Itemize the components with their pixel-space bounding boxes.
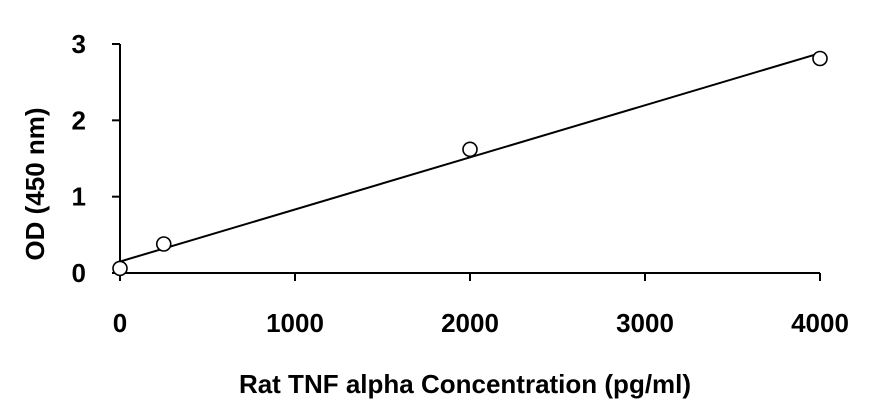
y-tick-label: 1	[72, 182, 86, 212]
trendline-layer	[119, 52, 821, 263]
x-tick-label: 2000	[441, 308, 499, 338]
x-tick-label: 0	[113, 308, 127, 338]
x-axis-title: Rat TNF alpha Concentration (pg/ml)	[239, 369, 691, 399]
x-tick-label: 3000	[616, 308, 674, 338]
points-layer	[112, 50, 828, 277]
x-tick-label: 4000	[791, 308, 849, 338]
axes	[119, 44, 820, 274]
y-axis-title: OD (450 nm)	[20, 107, 50, 260]
y-tick-label: 3	[72, 29, 86, 59]
data-point	[112, 260, 128, 277]
ticks: 0 1000 2000 3000 4000 0 1 2 3	[72, 29, 849, 338]
data-point	[462, 141, 478, 158]
y-tick-label: 0	[72, 258, 86, 288]
data-point	[155, 236, 172, 252]
x-tick-label: 1000	[266, 308, 324, 338]
y-tick-label: 2	[72, 105, 86, 135]
data-point	[812, 50, 828, 67]
trendline	[119, 52, 821, 263]
